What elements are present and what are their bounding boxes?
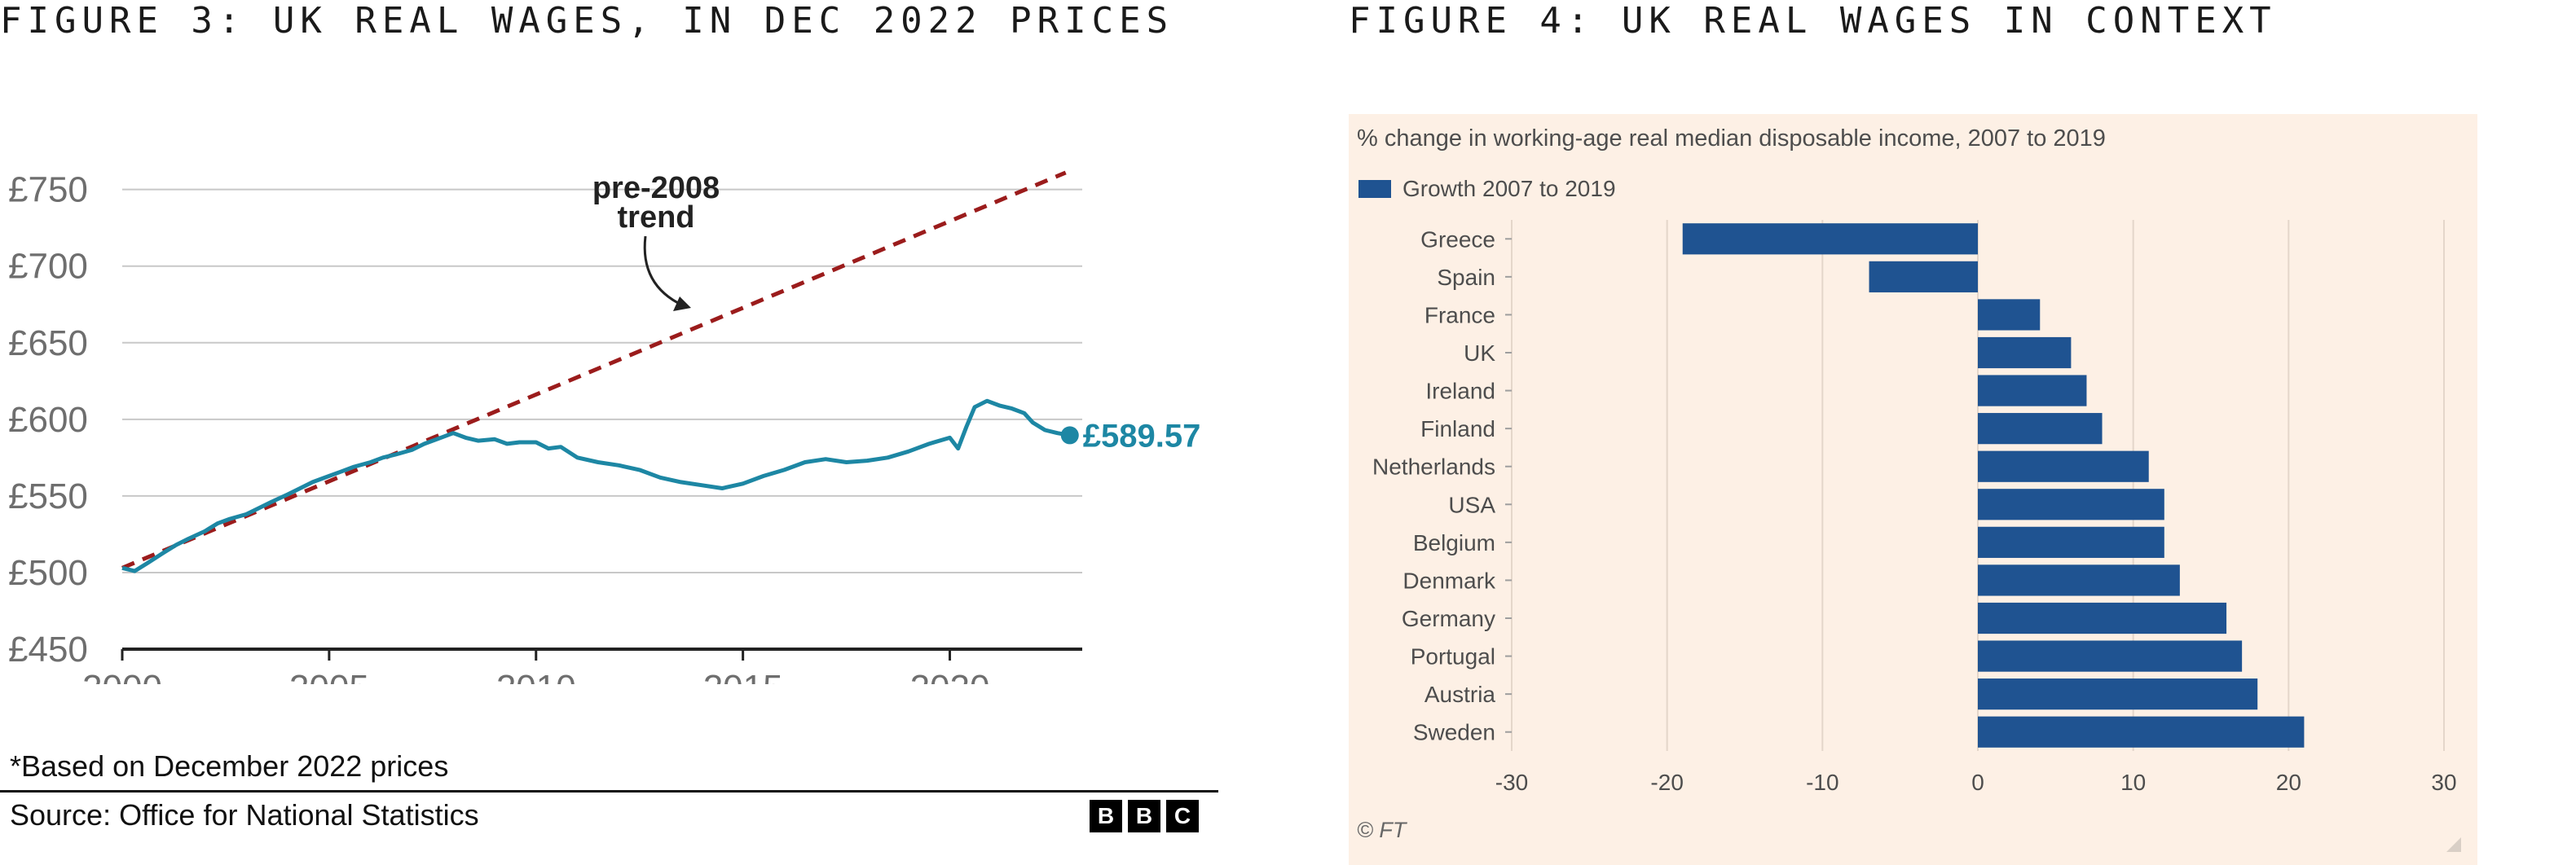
category-label: Portugal [1411,644,1495,670]
category-label: Netherlands [1372,454,1495,480]
trend-annotation-line1: pre-2008 [592,171,720,205]
bar [1978,640,2243,672]
y-tick-label: £600 [8,400,88,440]
annotation-arrow [643,235,684,307]
x-tick-label: 2010 [496,668,576,684]
figure4-panel: % change in working-age real median disp… [1349,114,2477,865]
source-divider [0,790,1218,793]
bar [1978,413,2103,445]
trend-line [121,170,1067,570]
bar [1869,261,1978,292]
bar [1682,223,1978,255]
category-label: Ireland [1425,379,1495,404]
bar [1978,336,2072,369]
figure4-legend: Growth 2007 to 2019 [1358,176,1616,202]
y-tick-label: £650 [8,323,88,363]
category-label: France [1425,302,1495,327]
category-label: Austria [1425,682,1496,707]
resize-corner-icon [2446,837,2461,852]
bbc-logo-b1: B [1090,800,1122,832]
figure3-title: FIGURE 3: UK REAL WAGES, IN DEC 2022 PRI… [0,0,1174,42]
x-tick-label: -30 [1495,770,1528,795]
x-tick-label: 20 [2276,770,2301,795]
x-tick-label: 2020 [910,668,990,684]
legend-label: Growth 2007 to 2019 [1402,176,1616,201]
category-label: Finland [1420,416,1495,441]
bar [1978,450,2149,482]
trend-annotation-line2: trend [618,200,695,235]
category-label: UK [1464,340,1495,366]
x-tick-label: 2015 [703,668,783,684]
figure3-footnote: *Based on December 2022 prices [10,749,449,783]
figure3-line-chart: £450 £500 £550 £600 £650 £700 £750 2000 2005 2010… [8,170,1201,684]
bbc-logo-c: C [1166,800,1199,832]
x-tick-label: 2005 [289,668,369,684]
bar [1978,375,2087,406]
legend-swatch [1358,180,1391,198]
figure4-title: FIGURE 4: UK REAL WAGES IN CONTEXT [1349,0,2277,42]
ft-credit: © FT [1357,818,1407,842]
category-label: USA [1448,492,1495,517]
x-tick-label: -10 [1806,770,1838,795]
bar [1978,526,2164,558]
y-tick-label: £700 [8,247,88,287]
category-label: Belgium [1413,530,1495,555]
y-tick-label: £500 [8,553,88,593]
category-label: Germany [1402,606,1495,631]
category-label: Denmark [1402,568,1496,593]
bar [1978,489,2164,520]
x-tick-label: -20 [1650,770,1683,795]
figure4-subtitle: % change in working-age real median disp… [1357,125,2106,151]
latest-value-label: £589.57 [1083,418,1201,454]
wages-line [121,398,1071,573]
figure3-source: Source: Office for National Statistics [10,798,479,832]
category-label: Spain [1437,265,1495,290]
x-tick-label: 10 [2120,770,2146,795]
bar [1978,299,2041,331]
y-tick-label: £450 [8,630,88,670]
y-tick-label: £750 [8,170,88,210]
x-tick-label: 0 [1971,770,1984,795]
bar [1978,716,2305,748]
bbc-logo-b2: B [1128,800,1160,832]
x-tick-label: 30 [2431,770,2456,795]
category-label: Sweden [1413,720,1495,745]
bar [1978,602,2227,634]
category-label: Greece [1420,226,1495,252]
bar [1978,678,2258,710]
bar [1978,564,2180,596]
x-tick-label: 2000 [82,668,162,684]
annotation-arrowhead [673,296,691,311]
latest-value-point [1060,426,1079,445]
y-tick-label: £550 [8,476,88,516]
figure4-bar-chart: -30 -20 -10 0 10 20 30 Greece Spain France UK Irela… [1372,220,2457,795]
